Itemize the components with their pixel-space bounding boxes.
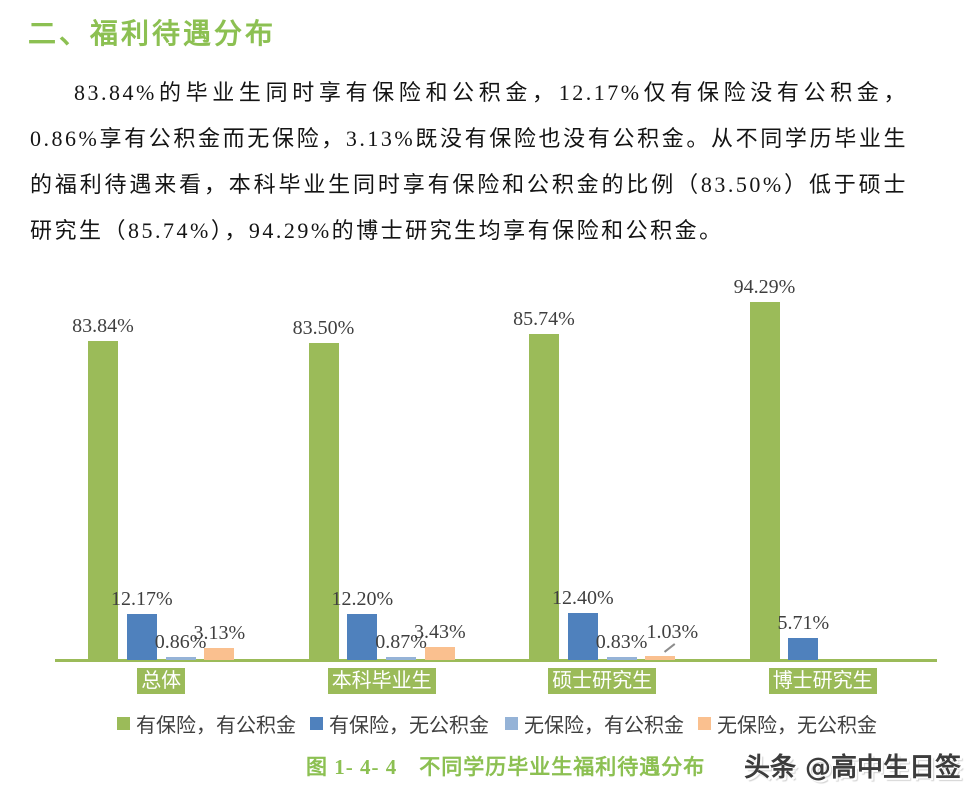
figure-caption: 图 1- 4- 4 不同学历毕业生福利待遇分布 [306,755,706,779]
value-label-1-series-2: 0.87% [375,630,427,653]
legend-item-1: 有保险，无公积金 [310,710,489,737]
category-label-1: 本科毕业生 [327,668,436,694]
legend-swatch-icon [117,716,130,730]
value-label-1-series-0: 83.50% [292,316,355,339]
legend-label: 有保险，有公积金 [136,714,296,737]
value-label-0-series-0: 83.84% [72,315,134,338]
category-label-2: 硕士研究生 [548,668,657,694]
value-label-1-series-1: 12.20% [331,587,394,610]
bar-2-series-1 [567,612,598,660]
legend-item-2: 无保险，有公积金 [505,710,684,737]
bar-3-series-0 [749,301,780,660]
legend-item-0: 有保险，有公积金 [117,710,296,737]
category-label-0: 总体 [137,668,186,694]
bar-1-series-1 [347,613,378,660]
legend-swatch-icon [698,716,711,730]
bar-1-series-2 [386,656,417,660]
bar-3-series-1 [788,638,819,660]
bar-2-series-3 [645,656,676,660]
value-label-3-series-0: 94.29% [733,275,796,298]
x-axis-line [55,659,937,662]
body-paragraph: 83.84%的毕业生同时享有保险和公积金，12.17%仅有保险没有公积金，0.8… [30,80,908,243]
value-label-2-series-0: 85.74% [513,308,575,331]
value-label-2-series-3: 1.03% [646,621,699,644]
section-heading: 二、福利待遇分布 [28,17,277,50]
legend-label: 有保险，无公积金 [329,714,489,737]
value-label-0-series-2: 0.86% [154,630,207,653]
value-label-2-series-1: 12.40% [551,586,614,609]
legend-label: 无保险，无公积金 [717,714,877,737]
bar-1-series-3 [424,646,455,660]
legend-swatch-icon [310,716,323,730]
bar-2-series-2 [606,656,637,660]
value-label-0-series-1: 12.17% [110,587,173,610]
value-label-3-series-1: 5.71% [777,612,830,635]
bar-0-series-2 [165,656,196,660]
legend-label: 无保险，有公积金 [524,714,684,737]
watermark: 头条 @高中生日签 [744,753,962,783]
legend-item-3: 无保险，无公积金 [698,710,877,737]
bar-2-series-0 [529,334,559,660]
category-label-3: 博士研究生 [768,668,877,694]
value-label-0-series-3: 3.13% [193,622,246,645]
bar-0-series-1 [126,613,157,660]
value-label-1-series-3: 3.43% [414,620,466,643]
bar-1-series-0 [308,342,339,660]
value-label-2-series-2: 0.83% [595,630,648,653]
bar-0-series-0 [88,341,118,660]
legend-swatch-icon [505,716,518,730]
bar-0-series-3 [204,648,235,660]
